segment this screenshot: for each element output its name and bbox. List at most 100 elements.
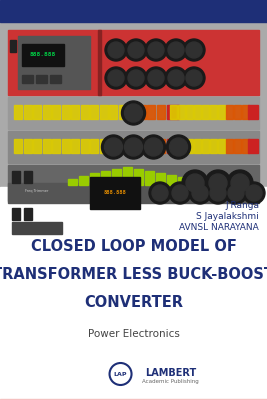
Bar [170, 105, 177, 119]
Bar [138, 139, 146, 153]
Bar [100, 171, 109, 185]
Bar [128, 139, 136, 153]
Bar [128, 105, 136, 119]
Circle shape [121, 135, 146, 159]
Circle shape [227, 170, 253, 196]
Bar [202, 105, 209, 119]
Circle shape [205, 170, 231, 196]
Bar [24, 208, 32, 220]
Bar [155, 173, 164, 185]
Bar [189, 179, 198, 185]
Text: S Jayalakshmi: S Jayalakshmi [196, 212, 259, 221]
Bar [138, 105, 146, 119]
Bar [134, 169, 143, 185]
Bar [218, 139, 225, 153]
Circle shape [145, 39, 167, 61]
Text: 888.888: 888.888 [30, 52, 56, 58]
Bar [242, 139, 249, 153]
Circle shape [186, 42, 202, 58]
Bar [0, 0, 267, 22]
Bar [186, 139, 193, 153]
Circle shape [105, 67, 127, 89]
Bar [109, 105, 117, 119]
Circle shape [104, 138, 123, 156]
Bar [156, 105, 164, 119]
Circle shape [124, 138, 143, 156]
Bar [178, 139, 185, 153]
Bar [90, 105, 98, 119]
Bar [8, 183, 259, 203]
Bar [112, 169, 120, 185]
Bar [167, 139, 179, 153]
Circle shape [148, 70, 164, 86]
Bar [119, 139, 127, 153]
Bar [210, 105, 217, 119]
Bar [12, 171, 20, 183]
Circle shape [169, 182, 191, 204]
Bar [194, 139, 201, 153]
Bar [123, 167, 132, 185]
Bar [242, 105, 249, 119]
Text: CLOSED LOOP MODEL OF: CLOSED LOOP MODEL OF [30, 239, 237, 254]
Circle shape [142, 135, 166, 159]
Text: LAP: LAP [114, 372, 127, 376]
Bar [167, 105, 179, 119]
Bar [68, 179, 77, 185]
Bar [234, 139, 241, 153]
Bar [61, 105, 69, 119]
Circle shape [209, 174, 227, 192]
Circle shape [168, 42, 184, 58]
Bar [248, 139, 258, 153]
Text: CONVERTER: CONVERTER [84, 295, 183, 310]
Bar [12, 222, 62, 234]
Bar [23, 139, 32, 153]
Bar [234, 105, 241, 119]
Bar [33, 105, 41, 119]
Circle shape [145, 67, 167, 89]
Circle shape [128, 70, 144, 86]
Circle shape [125, 39, 147, 61]
Circle shape [183, 67, 205, 89]
Bar [170, 139, 177, 153]
Bar [226, 105, 233, 119]
Bar [22, 75, 33, 83]
Circle shape [243, 182, 265, 204]
Bar [71, 139, 79, 153]
Bar [144, 171, 154, 185]
Bar [78, 176, 88, 185]
Circle shape [108, 70, 124, 86]
Circle shape [183, 39, 205, 61]
Bar [22, 44, 64, 66]
Bar [194, 105, 201, 119]
Circle shape [124, 104, 143, 122]
Circle shape [167, 135, 190, 159]
Bar [71, 105, 79, 119]
Bar [80, 139, 88, 153]
Bar [109, 139, 117, 153]
Bar [52, 139, 60, 153]
Circle shape [192, 185, 208, 201]
Bar [8, 30, 259, 95]
Bar [90, 139, 98, 153]
Bar [24, 171, 32, 183]
Bar [0, 22, 267, 187]
Bar [12, 208, 20, 220]
Bar [248, 105, 258, 119]
Bar [0, 187, 267, 400]
Bar [80, 105, 88, 119]
Circle shape [165, 39, 187, 61]
Bar [90, 177, 140, 209]
Bar [42, 105, 50, 119]
Circle shape [121, 101, 146, 125]
Circle shape [152, 185, 168, 201]
Bar [8, 97, 259, 129]
Bar [147, 105, 155, 119]
Bar [42, 139, 50, 153]
Bar [218, 105, 225, 119]
Text: J Ranga: J Ranga [225, 201, 259, 210]
Bar [178, 105, 185, 119]
Circle shape [144, 138, 163, 156]
Circle shape [186, 174, 204, 192]
Bar [50, 75, 61, 83]
Bar [33, 139, 41, 153]
